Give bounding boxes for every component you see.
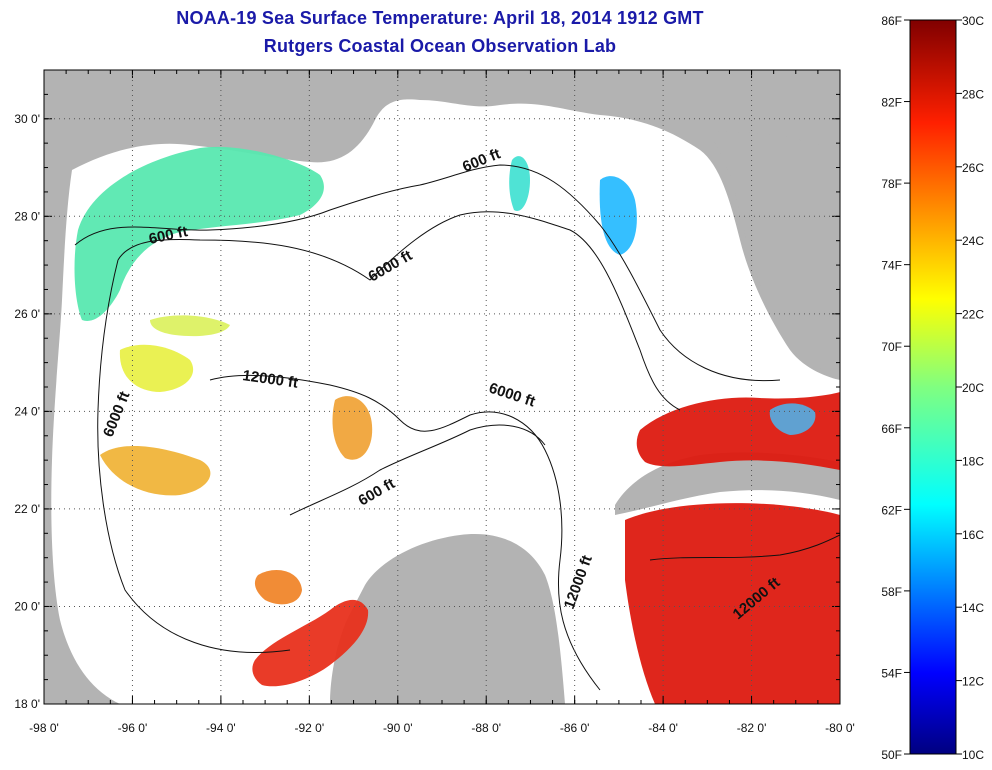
yucatan-land <box>330 534 565 704</box>
colorbar-c-label: 16C <box>962 528 984 542</box>
x-tick-label: -90 0' <box>383 721 413 735</box>
sst-yellow-patch <box>119 344 194 392</box>
colorbar <box>909 19 957 755</box>
colorbar-c-label: 30C <box>962 14 984 28</box>
colorbar-c-label: 10C <box>962 748 984 762</box>
contour-6000ft-west <box>97 259 291 653</box>
axis-ticks: -98 0' -96 0' -94 0' -92 0' -90 0' -88 0' -86 … <box>14 69 855 735</box>
x-tick-label: -88 0' <box>471 721 501 735</box>
colorbar-c-label: 24C <box>962 234 984 248</box>
y-tick-label: 28 0' <box>14 209 40 223</box>
colorbar-f-label: 70F <box>881 340 902 354</box>
y-tick-label: 18 0' <box>14 697 40 711</box>
bathymetry-contours <box>74 164 840 691</box>
y-tick-label: 20 0' <box>14 599 40 613</box>
colorbar-f-label: 50F <box>881 748 902 762</box>
colorbar-c-label: 26C <box>962 161 984 175</box>
colorbar-labels: 86F 82F 78F 74F 70F 66F 62F 58F 54F 50F 30C 28C 26C 2… <box>881 14 984 762</box>
sst-orange-patch <box>100 445 211 496</box>
contour-12000ft <box>209 374 601 691</box>
colorbar-c-label: 12C <box>962 675 984 689</box>
x-tick-label: -94 0' <box>206 721 236 735</box>
x-tick-label: -82 0' <box>737 721 767 735</box>
contour-600ft <box>74 164 781 382</box>
map-subtitle: Rutgers Coastal Ocean Observation Lab <box>263 36 617 56</box>
colorbar-f-label: 66F <box>881 422 902 436</box>
cuba-land <box>615 452 840 515</box>
contour-6000ft <box>117 211 681 411</box>
contour-12000ft-caribbean <box>649 534 840 561</box>
colorbar-f-label: 86F <box>881 14 902 28</box>
colorbar-c-label: 22C <box>962 308 984 322</box>
sst-warm-caribbean <box>625 503 840 704</box>
y-tick-label: 22 0' <box>14 502 40 516</box>
colorbar-c-label: 14C <box>962 601 984 615</box>
sst-warm-bay-of-campeche <box>252 599 369 687</box>
sst-cool-north <box>74 146 324 321</box>
x-tick-label: -98 0' <box>29 721 59 735</box>
x-tick-label: -92 0' <box>295 721 325 735</box>
x-tick-label: -96 0' <box>118 721 148 735</box>
colorbar-c-label: 20C <box>962 381 984 395</box>
colorbar-f-label: 78F <box>881 177 902 191</box>
colorbar-f-label: 74F <box>881 259 902 273</box>
x-tick-label: -86 0' <box>560 721 590 735</box>
sst-cool-east <box>599 176 637 255</box>
florida-land <box>710 130 840 371</box>
y-tick-label: 30 0' <box>14 112 40 126</box>
y-tick-label: 26 0' <box>14 307 40 321</box>
colorbar-f-label: 58F <box>881 585 902 599</box>
x-tick-label: -84 0' <box>648 721 678 735</box>
map-title: NOAA-19 Sea Surface Temperature: April 1… <box>176 8 704 28</box>
colorbar-f-label: 82F <box>881 96 902 110</box>
sst-yellow-patch-2 <box>150 315 230 337</box>
x-tick-label: -80 0' <box>825 721 855 735</box>
colorbar-c-label: 28C <box>962 87 984 101</box>
y-tick-label: 24 0' <box>14 404 40 418</box>
contour-600ft-south <box>289 424 546 516</box>
sst-orange-central <box>332 396 373 460</box>
colorbar-c-label: 18C <box>962 454 984 468</box>
sst-cool-east-2 <box>509 156 530 211</box>
colorbar-f-label: 62F <box>881 503 902 517</box>
colorbar-f-label: 54F <box>881 666 902 680</box>
sst-orange-south <box>254 570 302 605</box>
